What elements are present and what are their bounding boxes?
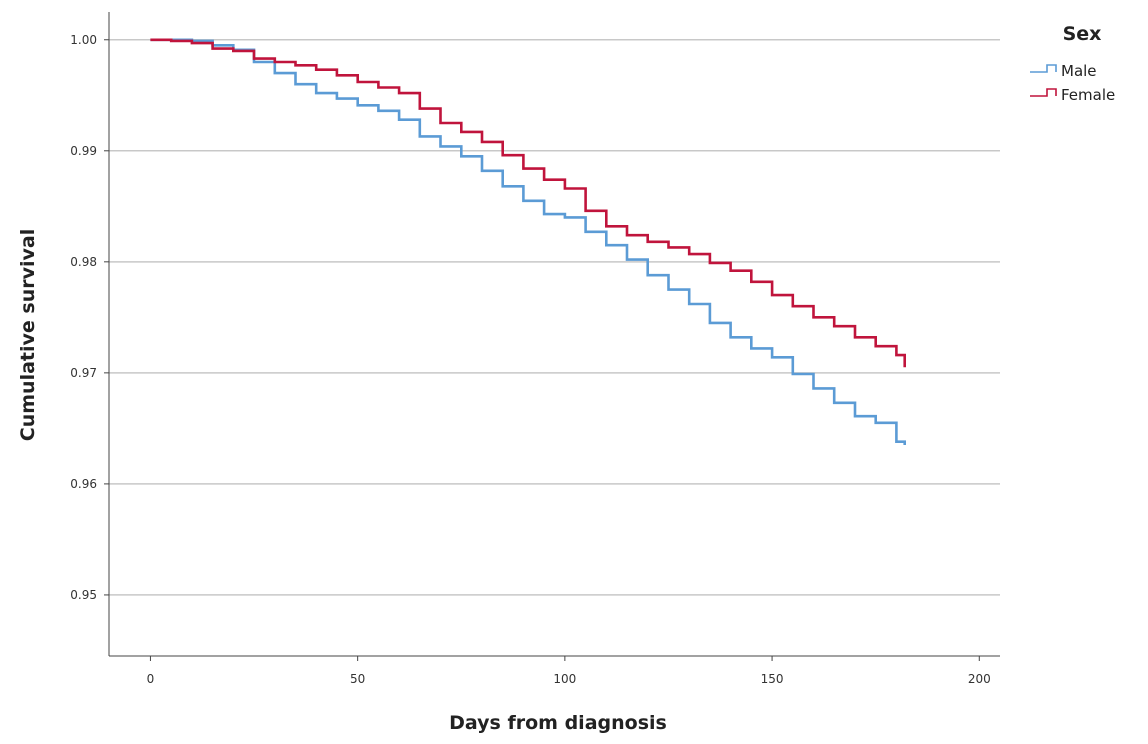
legend-item-female: Female <box>1030 86 1115 104</box>
x-tick-label: 200 <box>968 672 991 686</box>
y-axis-title: Cumulative survival <box>17 229 39 441</box>
gridlines <box>109 39 1000 596</box>
legend-swatch <box>1030 64 1057 73</box>
legend-items: Male Female <box>1030 62 1115 104</box>
y-tick-label: 1.00 <box>70 33 97 47</box>
series-line-male <box>150 38 906 445</box>
y-tick-label: 0.99 <box>70 144 97 158</box>
legend-label: Male <box>1061 62 1097 80</box>
axis-ticks: 0.95 0.96 0.97 0.98 0.99 1.00 0 50 100 150 200 <box>70 33 990 686</box>
y-tick-label: 0.96 <box>70 477 97 491</box>
legend-swatch <box>1030 88 1057 97</box>
x-tick-label: 100 <box>553 672 576 686</box>
y-tick-label: 0.98 <box>70 255 97 269</box>
legend: Sex Male Female <box>1030 23 1115 104</box>
x-tick-label: 150 <box>761 672 784 686</box>
legend-item-male: Male <box>1030 62 1097 80</box>
series-lines <box>150 38 906 445</box>
x-tick-label: 0 <box>147 672 155 686</box>
y-tick-label: 0.95 <box>70 588 97 602</box>
x-axis-title: Days from diagnosis <box>449 712 667 734</box>
series-line-female <box>150 38 906 368</box>
y-tick-label: 0.97 <box>70 366 97 380</box>
legend-title: Sex <box>1063 23 1102 45</box>
legend-label: Female <box>1061 86 1115 104</box>
x-tick-label: 50 <box>350 672 365 686</box>
